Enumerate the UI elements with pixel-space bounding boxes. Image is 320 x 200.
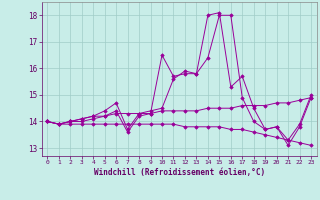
X-axis label: Windchill (Refroidissement éolien,°C): Windchill (Refroidissement éolien,°C) bbox=[94, 168, 265, 177]
